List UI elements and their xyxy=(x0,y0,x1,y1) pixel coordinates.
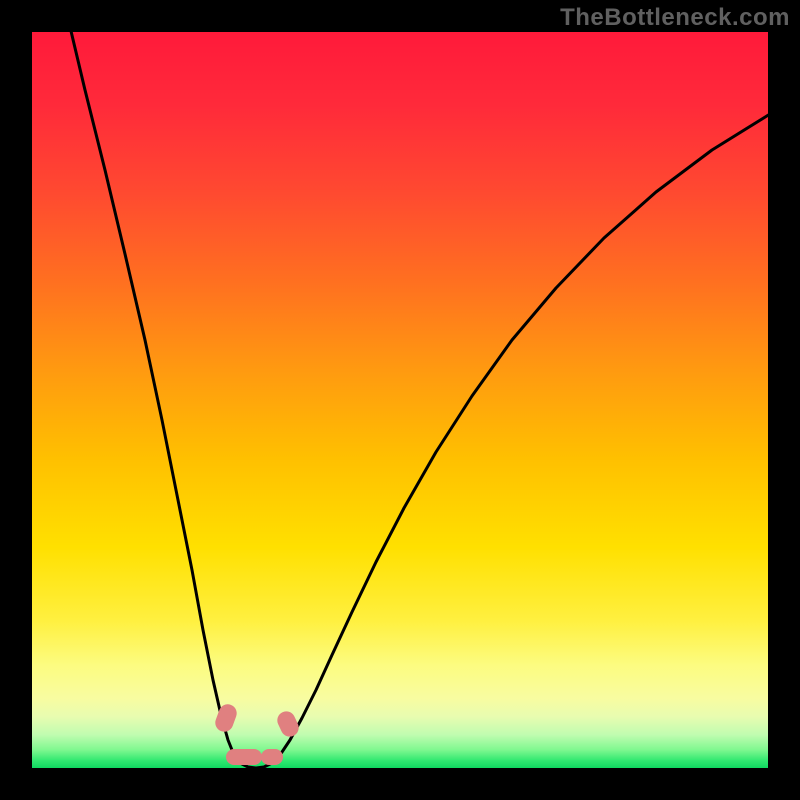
stage: TheBottleneck.com xyxy=(0,0,800,800)
curve-line xyxy=(66,32,768,768)
marker-blob xyxy=(226,749,262,765)
watermark-text: TheBottleneck.com xyxy=(560,4,790,32)
bottleneck-curve xyxy=(32,32,768,768)
plot-area xyxy=(32,32,768,768)
marker-blob xyxy=(261,749,283,765)
